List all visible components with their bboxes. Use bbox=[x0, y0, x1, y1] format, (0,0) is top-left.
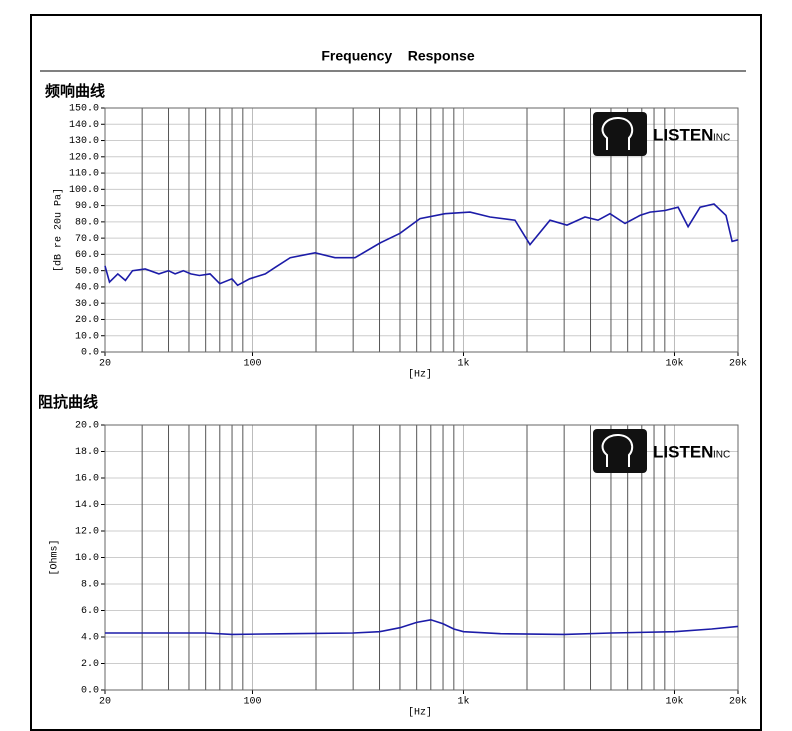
x-tick-label: 10k bbox=[665, 696, 683, 708]
y-tick-label: 10.0 bbox=[75, 553, 99, 564]
logo-name: LISTEN bbox=[653, 442, 713, 461]
y-tick-label: 130.0 bbox=[69, 136, 99, 147]
plot-border bbox=[104, 424, 739, 691]
y-tick-label: 40.0 bbox=[75, 283, 99, 294]
y-axis-label: [Ohms] bbox=[49, 539, 61, 575]
data-line bbox=[105, 618, 739, 636]
y-tick-label: 20.0 bbox=[75, 315, 99, 326]
page-title: Frequency Response bbox=[321, 48, 474, 64]
y-axis-label: [dB re 20u Pa] bbox=[53, 188, 65, 272]
x-tick-label: 1k bbox=[457, 358, 469, 370]
x-tick-label: 100 bbox=[243, 359, 261, 370]
logo-suffix: INC bbox=[713, 133, 730, 144]
y-tick-label: 20.0 bbox=[75, 421, 99, 432]
y-tick-label: 120.0 bbox=[69, 152, 99, 163]
y-tick-label: 10.0 bbox=[75, 331, 99, 342]
y-tick-label: 8.0 bbox=[81, 580, 99, 591]
y-tick-label: 150.0 bbox=[69, 104, 99, 115]
x-tick-label: 10k bbox=[665, 358, 683, 370]
y-tick-label: 70.0 bbox=[75, 234, 99, 245]
y-tick-label: 60.0 bbox=[75, 250, 99, 261]
x-axis-label: [Hz] bbox=[408, 707, 432, 719]
x-axis-label: [Hz] bbox=[408, 369, 432, 381]
x-tick-label: 20 bbox=[99, 359, 111, 370]
chart-title: 阻抗曲线 bbox=[38, 393, 98, 411]
y-tick-label: 100.0 bbox=[69, 185, 99, 196]
y-tick-label: 18.0 bbox=[75, 447, 99, 458]
x-tick-label: 100 bbox=[243, 697, 261, 708]
data-line bbox=[104, 203, 739, 287]
y-tick-label: 6.0 bbox=[81, 606, 99, 617]
y-tick-label: 12.0 bbox=[75, 527, 99, 538]
y-tick-label: 0.0 bbox=[81, 348, 99, 359]
y-tick-label: 30.0 bbox=[75, 299, 99, 310]
plot-border bbox=[104, 107, 739, 353]
frame bbox=[30, 14, 762, 731]
y-tick-label: 80.0 bbox=[75, 218, 99, 229]
x-tick-label: 20k bbox=[729, 358, 747, 370]
y-tick-label: 90.0 bbox=[75, 201, 99, 212]
logo-head bbox=[601, 433, 634, 467]
y-tick-label: 110.0 bbox=[69, 169, 99, 180]
x-tick-label: 20k bbox=[729, 696, 747, 708]
y-tick-label: 4.0 bbox=[81, 633, 99, 644]
x-tick-label: 20 bbox=[99, 697, 111, 708]
y-tick-label: 140.0 bbox=[69, 120, 99, 131]
y-tick-label: 16.0 bbox=[75, 474, 99, 485]
y-tick-label: 2.0 bbox=[81, 659, 99, 670]
y-tick-label: 50.0 bbox=[75, 266, 99, 277]
y-tick-label: 0.0 bbox=[81, 686, 99, 697]
x-tick-label: 1k bbox=[457, 696, 469, 708]
chart-title: 频响曲线 bbox=[45, 82, 105, 100]
logo-name: LISTEN bbox=[653, 125, 713, 144]
y-tick-label: 14.0 bbox=[75, 500, 99, 511]
logo-head bbox=[601, 116, 634, 150]
logo-suffix: INC bbox=[713, 450, 730, 461]
